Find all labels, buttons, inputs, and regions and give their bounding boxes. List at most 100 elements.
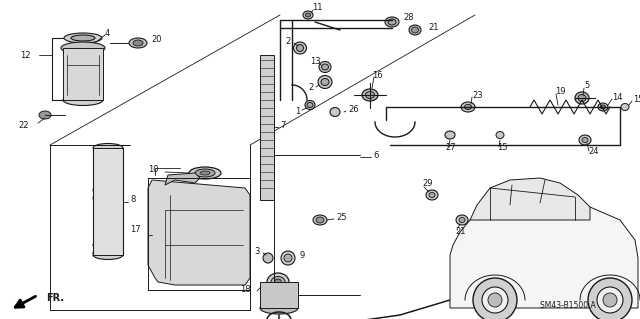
Ellipse shape xyxy=(426,190,438,200)
Ellipse shape xyxy=(621,103,629,110)
Text: 24: 24 xyxy=(588,147,598,157)
Text: 12: 12 xyxy=(20,50,31,60)
Text: 27: 27 xyxy=(445,144,456,152)
Text: 22: 22 xyxy=(18,121,29,130)
Text: 10: 10 xyxy=(148,166,159,174)
Text: 4: 4 xyxy=(105,28,110,38)
Text: 18: 18 xyxy=(240,286,251,294)
Polygon shape xyxy=(93,148,123,255)
Ellipse shape xyxy=(93,194,123,203)
Text: 9: 9 xyxy=(300,250,305,259)
Text: 19: 19 xyxy=(555,87,566,97)
Ellipse shape xyxy=(575,92,589,104)
Text: 29: 29 xyxy=(422,180,433,189)
Text: 15: 15 xyxy=(633,95,640,105)
Ellipse shape xyxy=(133,40,143,46)
Text: 15: 15 xyxy=(497,144,508,152)
Ellipse shape xyxy=(362,89,378,101)
Circle shape xyxy=(597,287,623,313)
Text: 1: 1 xyxy=(295,108,300,116)
Ellipse shape xyxy=(409,25,421,35)
Ellipse shape xyxy=(445,131,455,139)
Ellipse shape xyxy=(316,217,324,223)
Text: SM43-B1500 A: SM43-B1500 A xyxy=(540,300,596,309)
Text: 28: 28 xyxy=(403,13,413,23)
Ellipse shape xyxy=(321,78,329,85)
Ellipse shape xyxy=(93,241,123,249)
Polygon shape xyxy=(260,55,274,200)
Ellipse shape xyxy=(456,215,468,225)
Circle shape xyxy=(588,278,632,319)
Ellipse shape xyxy=(267,273,289,291)
Polygon shape xyxy=(148,180,250,285)
Text: 21: 21 xyxy=(455,227,465,236)
Text: 13: 13 xyxy=(310,57,321,66)
Ellipse shape xyxy=(330,108,340,116)
Ellipse shape xyxy=(39,111,51,119)
Ellipse shape xyxy=(319,62,331,72)
Polygon shape xyxy=(260,282,298,308)
Text: 21: 21 xyxy=(428,23,438,32)
Text: 16: 16 xyxy=(372,70,383,79)
Text: 25: 25 xyxy=(336,213,346,222)
Text: 17: 17 xyxy=(130,226,141,234)
Ellipse shape xyxy=(305,13,310,17)
Ellipse shape xyxy=(459,218,465,222)
Ellipse shape xyxy=(388,19,396,25)
Ellipse shape xyxy=(313,215,327,225)
Ellipse shape xyxy=(429,192,435,197)
Text: 2: 2 xyxy=(285,38,291,47)
Ellipse shape xyxy=(294,42,307,54)
Ellipse shape xyxy=(195,169,215,177)
Ellipse shape xyxy=(64,33,102,43)
Ellipse shape xyxy=(189,167,221,179)
Circle shape xyxy=(603,293,617,307)
Ellipse shape xyxy=(271,277,285,287)
Ellipse shape xyxy=(307,102,313,108)
Text: FR.: FR. xyxy=(46,293,64,303)
Ellipse shape xyxy=(61,42,105,54)
Ellipse shape xyxy=(93,144,123,152)
Ellipse shape xyxy=(93,250,123,259)
Circle shape xyxy=(473,278,517,319)
Ellipse shape xyxy=(598,103,608,111)
Ellipse shape xyxy=(71,35,95,41)
Ellipse shape xyxy=(284,254,292,262)
Text: 14: 14 xyxy=(612,93,623,101)
Text: 2: 2 xyxy=(308,84,313,93)
Ellipse shape xyxy=(578,94,586,101)
Ellipse shape xyxy=(263,253,273,263)
Ellipse shape xyxy=(318,76,332,88)
Text: 11: 11 xyxy=(312,4,323,12)
Polygon shape xyxy=(63,48,103,100)
Ellipse shape xyxy=(200,171,210,175)
Polygon shape xyxy=(450,203,638,308)
Text: 7: 7 xyxy=(280,121,285,130)
Ellipse shape xyxy=(296,44,303,51)
Text: 5: 5 xyxy=(584,81,589,91)
Ellipse shape xyxy=(303,11,313,19)
Text: 26: 26 xyxy=(348,106,358,115)
Ellipse shape xyxy=(93,186,123,195)
Polygon shape xyxy=(470,178,590,220)
Ellipse shape xyxy=(582,137,588,143)
Ellipse shape xyxy=(93,249,123,257)
Ellipse shape xyxy=(275,279,282,285)
Ellipse shape xyxy=(260,302,298,314)
Ellipse shape xyxy=(461,102,475,112)
Ellipse shape xyxy=(496,131,504,138)
Ellipse shape xyxy=(600,105,605,109)
Ellipse shape xyxy=(321,64,328,70)
Ellipse shape xyxy=(129,38,147,48)
Text: 8: 8 xyxy=(130,196,136,204)
Text: 20: 20 xyxy=(151,35,161,44)
Ellipse shape xyxy=(579,135,591,145)
Ellipse shape xyxy=(63,94,103,106)
Ellipse shape xyxy=(465,105,472,109)
Polygon shape xyxy=(165,173,200,185)
Text: 6: 6 xyxy=(373,151,378,160)
Circle shape xyxy=(482,287,508,313)
Ellipse shape xyxy=(365,92,374,99)
Ellipse shape xyxy=(281,251,295,265)
Text: 23: 23 xyxy=(472,91,483,100)
